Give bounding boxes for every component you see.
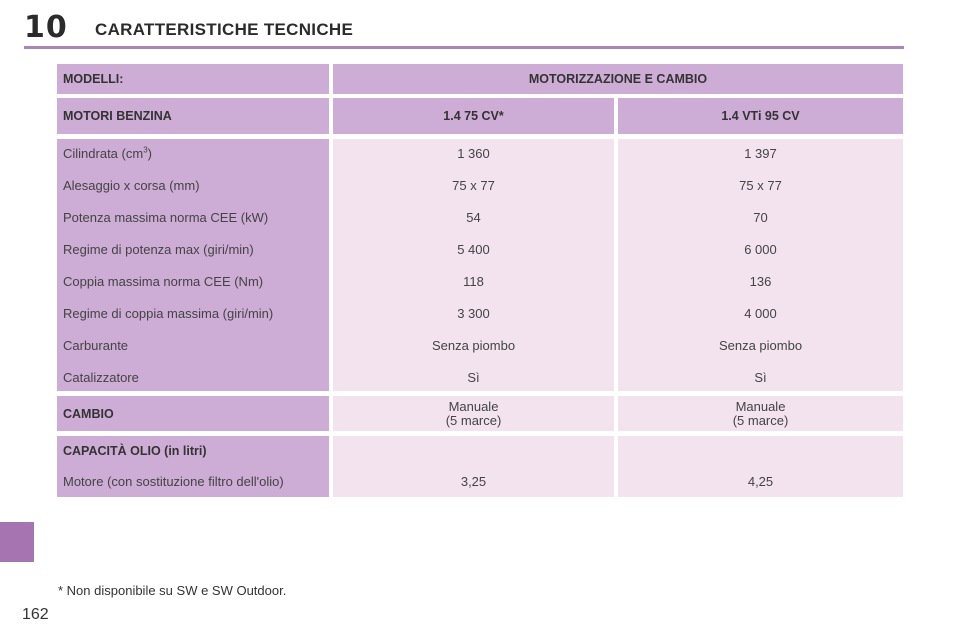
models-value-cell: MOTORIZZAZIONE E CAMBIO (333, 64, 903, 94)
spec-value: 118 (463, 274, 484, 289)
gearbox-gears: (5 marce) (732, 412, 789, 428)
gearbox-type: Manuale (735, 398, 786, 414)
spec-value: Sì (754, 370, 767, 385)
spec-label-superscript: 3 (143, 145, 148, 155)
models-label: MODELLI: (63, 72, 124, 86)
specs-values-column-1: 1 360 75 x 77 54 5 400 118 3 300 Senza p… (333, 139, 614, 391)
spec-value: 4 000 (744, 306, 777, 321)
footnote: * Non disponibile su SW e SW Outdoor. (58, 583, 287, 598)
spec-value: 1 397 (744, 146, 777, 161)
spec-value: 3 300 (457, 306, 490, 321)
spec-label-end: ) (147, 146, 152, 161)
spec-value: 5 400 (457, 242, 490, 257)
models-label-cell: MODELLI: (57, 64, 329, 94)
chapter-title: CARATTERISTICHE TECNICHE (95, 20, 354, 39)
specs-values-column-2: 1 397 75 x 77 70 6 000 136 4 000 Senza p… (618, 139, 903, 391)
chapter-side-tab (0, 522, 34, 562)
column-header-1-label: 1.4 75 CV* (443, 109, 504, 123)
gearbox-label: CAMBIO (63, 406, 114, 421)
gearbox-type: Manuale (448, 398, 499, 414)
oil-capacity-label: CAPACITÀ OLIO (in litri) (63, 444, 207, 458)
engine-section-label: MOTORI BENZINA (63, 109, 172, 123)
oil-value: 3,25 (460, 474, 487, 489)
spec-label-row: Alesaggio x corsa (mm) (63, 178, 200, 193)
spec-label-row: Cilindrata (cm3) (57, 144, 329, 164)
spec-label-row: Regime di potenza max (giri/min) (63, 242, 254, 257)
title-divider (24, 46, 904, 49)
spec-value: Senza piombo (431, 338, 516, 353)
spec-label-row: Coppia massima norma CEE (Nm) (63, 274, 264, 289)
specs-label-column: Cilindrata (cm3) Alesaggio x corsa (mm) … (57, 139, 329, 391)
oil-label-cell: CAPACITÀ OLIO (in litri) Motore (con sos… (57, 436, 329, 497)
column-header-1: 1.4 75 CV* (333, 98, 614, 134)
oil-value: 4,25 (747, 474, 774, 489)
spec-value: 6 000 (744, 242, 777, 257)
spec-label-row: Regime di coppia massima (giri/min) (63, 306, 274, 321)
spec-value: 75 x 77 (739, 178, 782, 193)
spec-label-row: Carburante (63, 338, 129, 353)
chapter-number: 10 (24, 10, 68, 45)
spec-value: 75 x 77 (452, 178, 495, 193)
oil-engine-label: Motore (con sostituzione filtro dell'oli… (63, 474, 284, 489)
spec-value: 1 360 (457, 146, 490, 161)
models-value: MOTORIZZAZIONE E CAMBIO (528, 72, 708, 86)
spec-value: 70 (753, 210, 768, 225)
gearbox-gears: (5 marce) (445, 412, 502, 428)
spec-value: Sì (467, 370, 480, 385)
gearbox-value-cell-1: Manuale (5 marce) (333, 396, 614, 431)
gearbox-value-cell-2: Manuale (5 marce) (618, 396, 903, 431)
spec-value: 54 (466, 210, 481, 225)
gearbox-label-cell: CAMBIO (57, 396, 329, 431)
spec-label-row: Potenza massima norma CEE (kW) (63, 210, 269, 225)
spec-value: 136 (749, 274, 772, 289)
column-header-2: 1.4 VTi 95 CV (618, 98, 903, 134)
spec-label: Cilindrata (cm (63, 146, 144, 161)
spec-value: Senza piombo (718, 338, 803, 353)
spec-label-row: Catalizzatore (63, 370, 139, 385)
engine-section-cell: MOTORI BENZINA (57, 98, 329, 134)
oil-value-cell-1: 3,25 (333, 436, 614, 497)
oil-value-cell-2: 4,25 (618, 436, 903, 497)
page-number: 162 (22, 606, 49, 623)
column-header-2-label: 1.4 VTi 95 CV (721, 109, 800, 123)
